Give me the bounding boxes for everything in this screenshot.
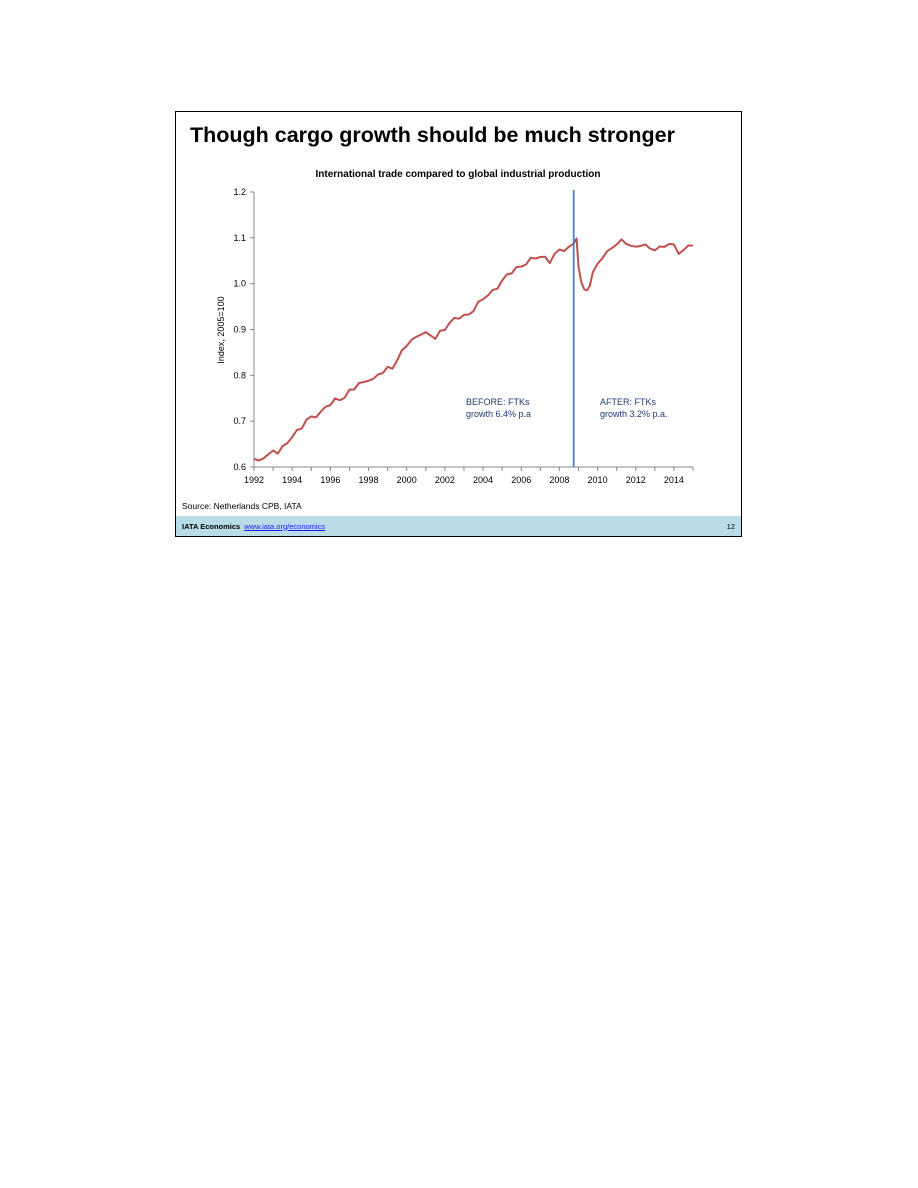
y-tick-label: 0.7 <box>233 416 246 426</box>
x-tick-label: 2000 <box>397 475 417 485</box>
x-tick-label: 1994 <box>282 475 302 485</box>
chart-title: International trade compared to global i… <box>315 169 600 180</box>
y-axis-label: Index, 2005=100 <box>216 296 226 363</box>
y-tick-label: 0.6 <box>233 462 246 472</box>
y-tick-label: 1.0 <box>233 279 246 289</box>
x-tick-label: 2002 <box>435 475 455 485</box>
x-tick-label: 1996 <box>320 475 340 485</box>
footer-bar: IATA Economics www.iata.org/economics 12 <box>176 516 741 536</box>
footer-brand: IATA Economics <box>182 521 241 531</box>
axes: 0.6 0.7 0.8 0.9 1.0 1.1 1.2 1992 1994 1996 1998 200… <box>233 187 694 485</box>
chart: International trade compared to global i… <box>216 169 694 485</box>
x-tick-label: 1998 <box>359 475 379 485</box>
annotation-before: BEFORE: FTKs <box>466 397 530 407</box>
annotation-after: AFTER: FTKs <box>600 397 656 407</box>
x-tick-label: 2008 <box>549 475 569 485</box>
page-number: 12 <box>726 522 735 531</box>
annotation-before: growth 6.4% p.a <box>466 409 531 419</box>
series-line <box>253 237 693 462</box>
y-tick-label: 1.2 <box>233 187 246 197</box>
source-note: Source: Netherlands CPB, IATA <box>182 501 302 511</box>
chart-marks: BEFORE: FTKs growth 6.4% p.a AFTER: FTKs gr… <box>253 190 693 467</box>
x-tick-label: 2006 <box>511 475 531 485</box>
slide-title: Though cargo growth should be much stron… <box>190 123 675 147</box>
x-tick-label: 2012 <box>626 475 646 485</box>
y-tick-label: 1.1 <box>233 233 246 243</box>
annotation-after: growth 3.2% p.a. <box>600 409 668 419</box>
y-tick-label: 0.8 <box>233 370 246 380</box>
x-tick-label: 2010 <box>588 475 608 485</box>
footer-link[interactable]: www.iata.org/economics <box>244 521 326 531</box>
x-tick-label: 2014 <box>664 475 684 485</box>
x-tick-label: 2004 <box>473 475 493 485</box>
slide: Though cargo growth should be much stron… <box>175 111 742 537</box>
y-tick-label: 0.9 <box>233 325 246 335</box>
x-tick-label: 1992 <box>244 475 264 485</box>
